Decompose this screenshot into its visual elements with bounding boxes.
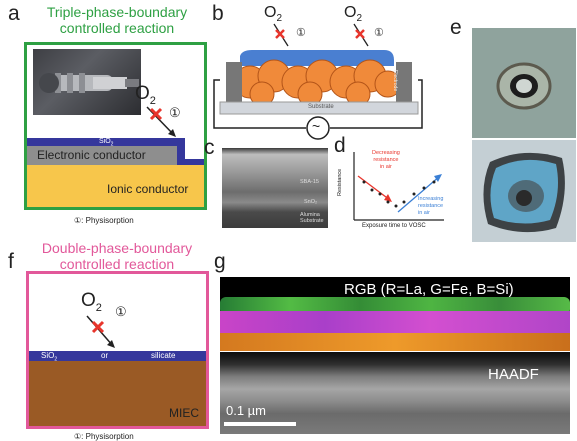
miec-layer xyxy=(29,361,206,426)
panel-f-footnote: ①: Physisorption xyxy=(74,432,134,441)
sno2-label: SnO₂ xyxy=(304,199,318,205)
panel-f-sio2-text: SiO xyxy=(41,351,55,360)
blue-line3: in air xyxy=(418,210,430,216)
panel-a-arrow xyxy=(146,106,176,137)
lens-bottom-image xyxy=(483,152,565,233)
panel-a-label: a xyxy=(8,2,20,25)
panel-f-o2-text: O xyxy=(81,290,96,311)
haadf-label: HAADF xyxy=(488,366,539,383)
scale-bar xyxy=(224,422,296,426)
panel-f-title: Double-phase-boundary controlled reactio… xyxy=(24,240,210,272)
panel-f-arrow xyxy=(86,315,115,348)
spark-plug-sensor-image xyxy=(39,73,139,93)
panel-b-o2-right-sub: 2 xyxy=(356,13,363,25)
electronic-conductor-label: Electronic conductor xyxy=(37,148,146,162)
panel-f-sio2-sub: 2 xyxy=(54,356,58,363)
panel-d-red-annotation: Decreasing resistance in air xyxy=(372,150,400,171)
panel-c-label: c xyxy=(204,136,215,159)
sem-image: SBA-15 SnO₂ Alumina Substrate xyxy=(222,148,328,228)
sio2-text: SiO xyxy=(99,138,111,145)
panel-f-o2-sub: 2 xyxy=(95,301,102,314)
panel-b-label: b xyxy=(212,2,224,25)
panel-d-label: d xyxy=(334,134,346,157)
panel-f-mark: ① xyxy=(115,304,127,319)
electronic-conductor-layer xyxy=(27,146,177,165)
sio2-sub: 2 xyxy=(110,141,114,148)
sio2-silicate-layer xyxy=(29,351,206,361)
blue-line2: resistance xyxy=(418,203,444,209)
ionic-conductor-layer xyxy=(27,165,204,207)
eds-magenta-band xyxy=(220,311,570,333)
panel-b-o2-right: O2 xyxy=(344,4,362,24)
ac-source-symbol: ~ xyxy=(312,118,321,134)
eds-rgb-label: RGB (R=La, G=Fe, B=Si) xyxy=(344,281,514,298)
sensor-schematic xyxy=(213,23,423,140)
sio2-silicate-label: SiO2 or silicate xyxy=(41,351,201,365)
panel-g-label: g xyxy=(214,250,226,273)
panel-a-o2-sub: 2 xyxy=(149,94,156,107)
panel-d-blue-annotation: Increasing resistance in air xyxy=(418,196,443,217)
resistance-plot xyxy=(353,152,444,221)
alumina-substrate-label: Substrate xyxy=(300,218,324,224)
panel-f-frame: O2 ① SiO2 or silicate MIEC xyxy=(26,271,209,429)
panel-d-xlabel: Exposure time to VOSC xyxy=(362,223,426,229)
panel-f-silicate: silicate xyxy=(151,351,176,360)
panel-a-title-line1: Triple-phase-boundary xyxy=(46,4,188,20)
panel-f-o2: O2 xyxy=(81,290,102,314)
panel-e-label: e xyxy=(450,16,462,39)
electrode-label: Electrode xyxy=(392,70,398,92)
panel-b-o2-left-text: O xyxy=(264,4,277,21)
panel-a-footnote: ①: Physisorption xyxy=(74,216,134,225)
panel-f-title-line1: Double-phase-boundary xyxy=(41,240,193,256)
sensor-photo xyxy=(33,49,141,115)
sio2-label: SiO2 xyxy=(99,138,113,148)
haadf-image: HAADF 0.1 µm xyxy=(220,352,570,434)
panel-b-mark-right: ① xyxy=(374,27,384,39)
panel-a-frame: O2 ① SiO2 Electronic conductor Ionic con… xyxy=(24,42,207,210)
panel-d-ylabel: Resistance xyxy=(337,168,343,196)
alumina-label: Alumina xyxy=(300,212,320,218)
panel-b-o2-left: O2 xyxy=(264,4,282,24)
panel-a-o2-text: O xyxy=(135,83,150,104)
red-line3: in air xyxy=(379,164,392,170)
substrate-label: Substrate xyxy=(308,104,334,110)
eds-green-band xyxy=(220,297,570,315)
scale-bar-label: 0.1 µm xyxy=(226,403,267,418)
panel-a-title-line2: controlled reaction xyxy=(59,20,175,36)
miec-label: MIEC xyxy=(169,406,199,420)
blue-line1: Increasing xyxy=(418,196,444,202)
sio2-step xyxy=(177,138,185,165)
microscope-top xyxy=(472,28,576,138)
red-line2: resistance xyxy=(373,157,399,163)
sba15-label: SBA-15 xyxy=(300,179,319,185)
panel-a-title: Triple-phase-boundary controlled reactio… xyxy=(22,4,212,36)
panel-f-label: f xyxy=(8,250,14,273)
panel-b-o2-right-text: O xyxy=(344,4,357,21)
microscope-bottom xyxy=(472,140,576,242)
panel-f-or: or xyxy=(101,351,109,360)
panel-a-mark: ① xyxy=(169,105,181,120)
eds-map: RGB (R=La, G=Fe, B=Si) xyxy=(220,277,570,351)
ionic-conductor-label: Ionic conductor xyxy=(107,182,189,196)
panel-b-o2-left-sub: 2 xyxy=(276,13,283,25)
sio2-step-foot xyxy=(177,159,204,165)
panel-a-o2: O2 xyxy=(135,83,156,107)
panel-f-title-line2: controlled reaction xyxy=(59,256,175,272)
sio2-layer xyxy=(27,138,181,146)
panel-b-mark-left: ① xyxy=(296,27,306,39)
panel-f-sio2: SiO2 xyxy=(41,351,58,363)
red-line1: Decreasing xyxy=(372,150,400,156)
lens-top-image xyxy=(496,62,552,110)
eds-orange-band xyxy=(220,333,570,351)
